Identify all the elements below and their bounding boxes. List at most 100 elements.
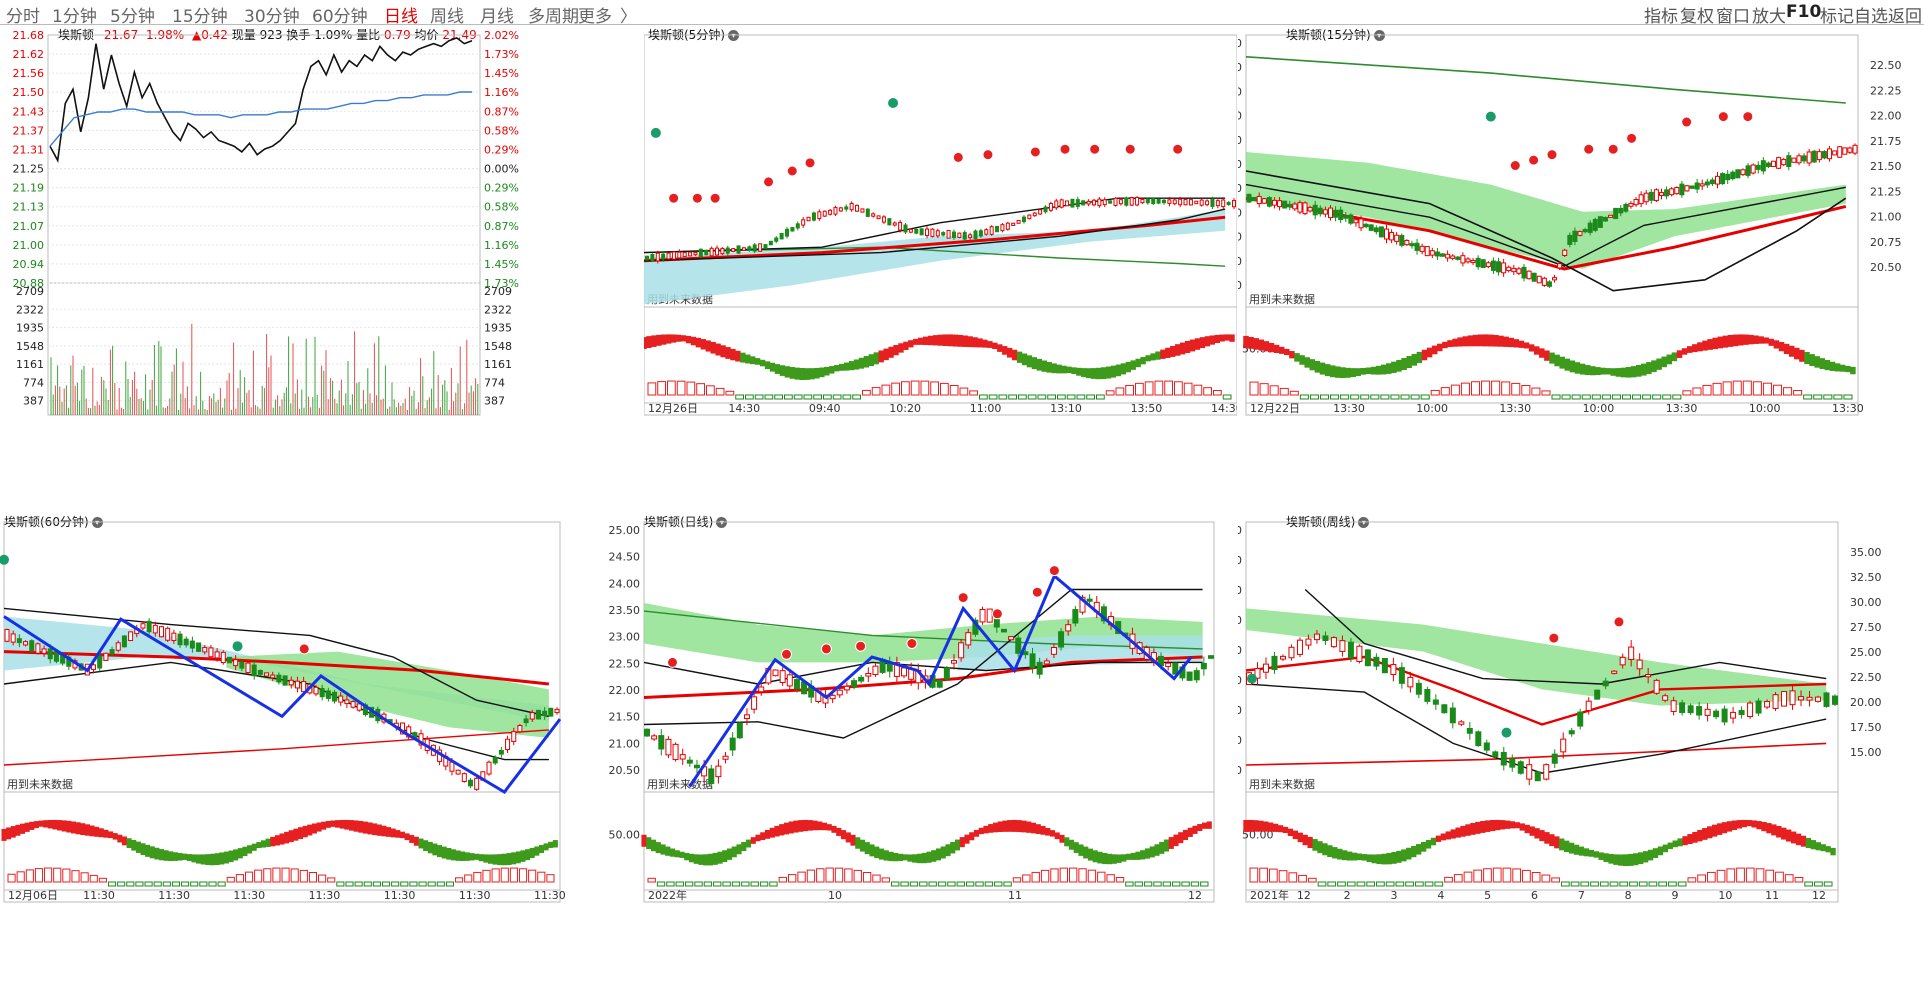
period-tab-30min[interactable]: 30分钟	[244, 7, 300, 27]
indicator-bar	[969, 390, 978, 396]
indicator-bar	[1541, 390, 1551, 396]
indicator-bar	[1531, 387, 1541, 396]
candle	[1638, 194, 1644, 205]
candle	[672, 743, 679, 761]
candle	[865, 208, 870, 217]
y-tick-label: 21.00	[609, 737, 641, 750]
sell-signal-marker	[1485, 111, 1496, 122]
indicator-bar	[1134, 881, 1143, 887]
period-tab-multi[interactable]: 多周期	[528, 7, 579, 27]
indicator-bar	[518, 868, 528, 883]
tool-adjust[interactable]: 复权	[1680, 7, 1714, 27]
candle	[1764, 701, 1771, 708]
candle	[1480, 259, 1486, 268]
candle	[1552, 277, 1558, 281]
candle	[693, 251, 698, 256]
indicator-bar	[1106, 874, 1115, 883]
candle	[958, 642, 965, 659]
candle	[729, 737, 736, 751]
x-tick-label: 10:20	[889, 402, 921, 415]
indicator-bar	[1022, 874, 1031, 883]
tool-window[interactable]: 窗口	[1716, 7, 1750, 27]
x-tick-label: 14:30	[728, 402, 760, 415]
candle	[908, 668, 915, 680]
candle	[650, 253, 655, 262]
candle	[1696, 706, 1703, 716]
y-tick-label: 17.50	[1850, 721, 1882, 734]
candle	[461, 773, 467, 783]
candle	[793, 679, 800, 690]
tool-back[interactable]: 返回	[1888, 7, 1922, 27]
indicator-bar	[1385, 881, 1395, 887]
indicator-bar	[1702, 384, 1712, 396]
x-tick-label: 09:40	[809, 402, 841, 415]
candle	[1789, 690, 1796, 706]
y-tick-label: 21.20	[1238, 231, 1242, 244]
indicator-bar	[1541, 874, 1551, 883]
y-tick-label: 17.00	[1238, 764, 1242, 777]
candle	[548, 707, 554, 717]
volume-tick-label: 1161	[484, 358, 512, 371]
indicator-bar	[1430, 389, 1440, 396]
candle	[1399, 235, 1405, 246]
indicator-bar	[1551, 877, 1560, 883]
period-tab-5min[interactable]: 5分钟	[110, 7, 155, 27]
period-tab-more[interactable]: 更多	[578, 7, 612, 27]
candle	[1521, 266, 1527, 279]
period-tab-15min[interactable]: 15分钟	[172, 7, 228, 27]
tool-zoom[interactable]: 放大	[1752, 7, 1786, 27]
tool-watchlist[interactable]: 自选	[1854, 7, 1888, 27]
indicator-bar	[1078, 868, 1087, 883]
indicator-bar	[834, 867, 844, 883]
indicator-bar	[731, 881, 741, 887]
candle	[914, 228, 919, 234]
candle	[671, 251, 676, 260]
tool-f10[interactable]: F10	[1786, 2, 1822, 22]
candle	[779, 670, 786, 684]
candle	[1699, 183, 1705, 187]
y-tick-label: 20.80	[1238, 279, 1242, 292]
candle	[1065, 200, 1070, 207]
tool-mark[interactable]: 标记	[1820, 7, 1854, 27]
candle	[925, 228, 930, 237]
indicator-bar	[994, 881, 1003, 887]
candle	[1145, 198, 1150, 204]
x-tick-label: 13:30	[1333, 402, 1365, 415]
indicator-bar	[1097, 871, 1106, 883]
period-tab-60min[interactable]: 60分钟	[312, 7, 368, 27]
candle	[978, 230, 983, 237]
indicator-bar	[900, 881, 909, 887]
candle	[806, 216, 811, 222]
indicator-bar	[263, 868, 272, 883]
candle	[1129, 197, 1134, 206]
candle	[838, 207, 843, 212]
candle	[1653, 679, 1660, 694]
indicator-bar	[1736, 867, 1745, 883]
indicator-bar	[272, 867, 281, 883]
candle	[774, 237, 779, 242]
candle	[720, 247, 725, 255]
indicator-bar	[881, 877, 891, 883]
candle	[1424, 689, 1431, 702]
candle	[645, 255, 649, 261]
candle	[1613, 207, 1619, 220]
pct-tick-label: 0.58%	[484, 124, 519, 137]
green-band	[226, 651, 549, 738]
candle	[554, 708, 560, 714]
period-tab-timeshare[interactable]: 分时	[6, 7, 40, 27]
candle	[1226, 201, 1231, 206]
period-tab-daily[interactable]: 日线	[384, 7, 418, 27]
indicator-bar	[1611, 394, 1621, 400]
indicator-bar	[1772, 384, 1783, 396]
indicator-bar	[713, 881, 722, 887]
candle	[1704, 708, 1711, 716]
period-tab-monthly[interactable]: 月线	[480, 7, 514, 27]
chevron-right-icon[interactable]: 〉	[620, 7, 637, 27]
candle	[1330, 637, 1337, 648]
period-tab-1min[interactable]: 1分钟	[52, 7, 97, 27]
tool-indicator[interactable]: 指标	[1644, 7, 1678, 27]
indicator-bar	[816, 868, 825, 883]
period-tab-weekly[interactable]: 周线	[430, 7, 464, 27]
candle	[1193, 670, 1200, 681]
candle	[1713, 710, 1720, 718]
